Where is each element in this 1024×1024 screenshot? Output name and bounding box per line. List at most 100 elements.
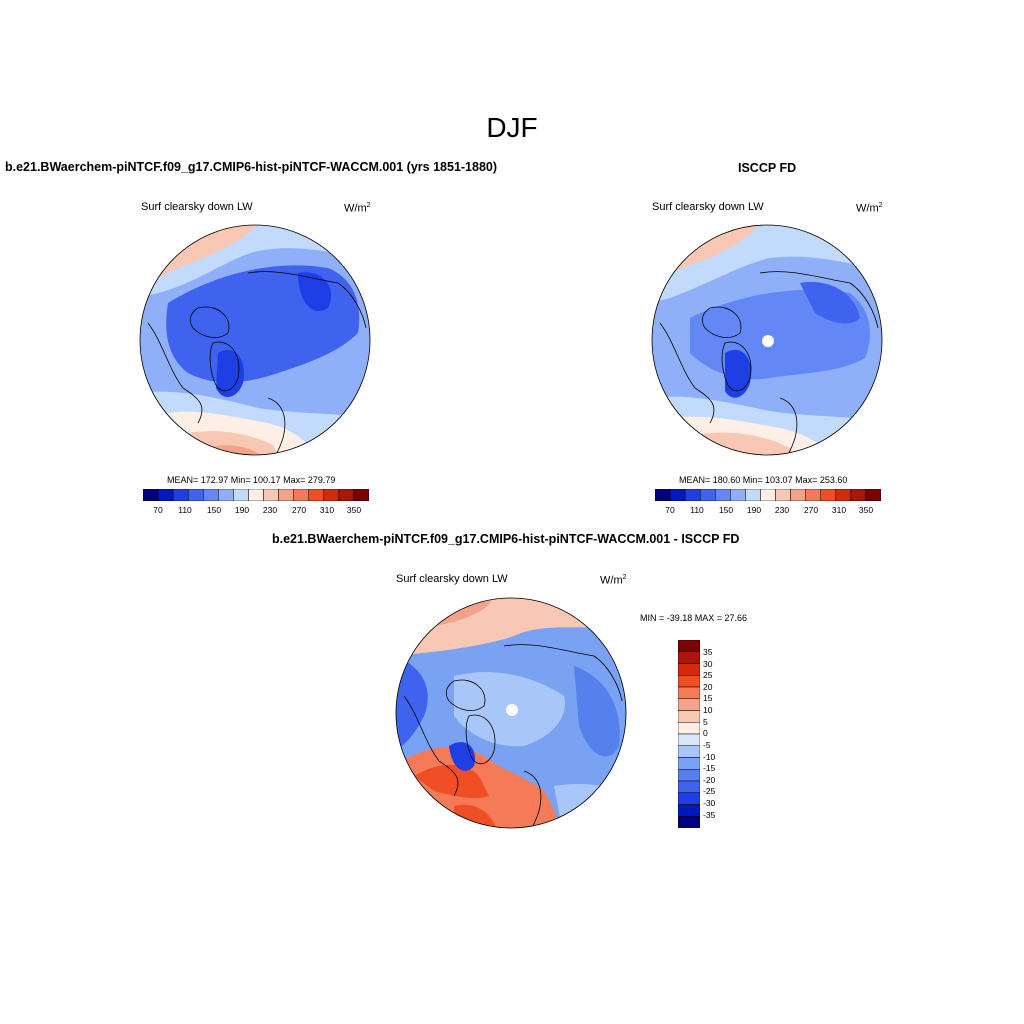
diff-colorbar-cell xyxy=(678,733,700,746)
model-colorbar-cell xyxy=(353,489,369,501)
model-units-exp: 2 xyxy=(366,202,371,209)
obs-colorbar-cell xyxy=(760,489,776,501)
diff-units-text: W/m xyxy=(600,574,623,587)
obs-pole-missing xyxy=(762,335,774,347)
diff-colorbar-cell xyxy=(678,640,700,652)
obs-colorbar xyxy=(655,489,881,501)
obs-field-siberia-cold xyxy=(800,282,860,324)
obs-colorbar-cell xyxy=(715,489,731,501)
diff-map-boundary xyxy=(395,597,627,829)
diff-colorbar-cell xyxy=(678,698,700,711)
model-colorbar-cell xyxy=(187,489,204,501)
model-colorbar-cell xyxy=(143,489,159,501)
obs-coastline-eurasia xyxy=(759,271,879,329)
model-map-boundary xyxy=(139,224,371,456)
model-coastline-america xyxy=(147,322,203,424)
model-coastline-eurasia xyxy=(247,271,367,329)
obs-units-text: W/m xyxy=(856,202,879,215)
diff-cb-tick: -5 xyxy=(703,740,711,750)
diff-colorbar-cell xyxy=(678,686,700,699)
diff-coastline-america xyxy=(403,695,459,797)
obs-colorbar-cell xyxy=(669,489,686,501)
diff-polar-map xyxy=(395,597,627,829)
diff-colorbar-cell xyxy=(678,780,700,793)
obs-field-greenland-cold xyxy=(725,349,752,398)
obs-coastline-scandinavia xyxy=(779,397,798,455)
diff-panel-title: b.e21.BWaerchem-piNTCF.f09_g17.CMIP6-his… xyxy=(272,532,740,546)
diff-cb-tick: 20 xyxy=(703,682,713,692)
obs-panel-title: ISCCP FD xyxy=(738,161,797,175)
obs-map-boundary xyxy=(651,224,883,456)
model-colorbar-cell xyxy=(157,489,174,501)
diff-cb-tick: -10 xyxy=(703,752,716,762)
model-cb-tick: 110 xyxy=(178,505,192,515)
model-colorbar-cell xyxy=(233,489,249,501)
obs-colorbar-cell xyxy=(699,489,716,501)
model-colorbar-cell xyxy=(218,489,234,501)
diff-cb-tick: -30 xyxy=(703,798,716,808)
obs-cb-tick: 150 xyxy=(718,505,734,515)
diff-cb-tick: 15 xyxy=(703,693,713,703)
diff-colorbar-cell xyxy=(678,804,700,817)
model-stats: MEAN= 172.97 Min= 100.17 Max= 279.79 xyxy=(167,475,336,485)
diff-colorbar-cell xyxy=(678,651,700,664)
model-colorbar-cell xyxy=(203,489,219,501)
model-cb-tick: 150 xyxy=(206,505,222,515)
diff-colorbar-cell xyxy=(678,816,700,828)
obs-units-exp: 2 xyxy=(878,202,883,209)
diff-colorbar-cell xyxy=(678,675,700,688)
diff-colorbar-cell xyxy=(678,710,700,723)
obs-colorbar-cell xyxy=(805,489,821,501)
obs-cb-tick: 310 xyxy=(831,505,847,515)
diff-colorbar-cell xyxy=(678,792,700,805)
obs-colorbar-cell xyxy=(790,489,806,501)
obs-cb-tick: 70 xyxy=(665,505,675,515)
model-coastline-scandinavia xyxy=(267,397,286,455)
obs-colorbar-cell xyxy=(865,489,881,501)
model-units-label: W/m2 xyxy=(344,202,371,215)
diff-cb-tick: -25 xyxy=(703,786,716,796)
diff-cb-tick: -20 xyxy=(703,775,716,785)
model-coastline-archipelago xyxy=(189,306,230,338)
obs-colorbar-cell xyxy=(655,489,671,501)
diff-coastline-archipelago xyxy=(445,679,486,711)
model-colorbar-cell xyxy=(293,489,309,501)
diff-variable-label: Surf clearsky down LW xyxy=(396,573,508,585)
obs-units-label: W/m2 xyxy=(856,202,883,215)
model-field-lower-hot xyxy=(208,445,273,455)
model-variable-label: Surf clearsky down LW xyxy=(141,201,253,213)
diff-field-east-cold xyxy=(574,666,620,757)
diff-units-exp: 2 xyxy=(622,574,627,581)
obs-colorbar-cell xyxy=(850,489,867,501)
model-cb-tick: 350 xyxy=(346,505,362,515)
model-colorbar-cell xyxy=(248,489,264,501)
diff-cb-tick: 35 xyxy=(703,647,713,657)
obs-cb-tick: 230 xyxy=(774,505,790,515)
model-cb-tick: 270 xyxy=(291,505,307,515)
model-field-greenland-cold xyxy=(216,349,244,398)
model-cb-tick: 190 xyxy=(234,505,250,515)
diff-field-lower-east xyxy=(554,784,626,828)
model-polar-map xyxy=(139,224,371,456)
obs-coastline-archipelago xyxy=(701,306,742,338)
model-colorbar-cell xyxy=(278,489,294,501)
obs-coastline-america xyxy=(659,322,715,424)
model-colorbar-cell xyxy=(172,489,189,501)
model-coastline-greenland xyxy=(209,341,240,392)
model-colorbar-cell xyxy=(308,489,325,501)
model-colorbar-ticks: 70 110 150 190 230 270 310 350 xyxy=(143,505,369,517)
diff-cb-tick: 30 xyxy=(703,659,713,669)
diff-colorbar-cell xyxy=(678,757,700,770)
diff-field-lower-hot xyxy=(414,764,489,799)
diff-pole-missing xyxy=(506,704,518,716)
diff-field-west-cold xyxy=(396,656,428,751)
model-colorbar-cell xyxy=(263,489,279,501)
season-title: DJF xyxy=(486,112,538,143)
obs-colorbar-cell xyxy=(745,489,761,501)
diff-cb-tick: 0 xyxy=(703,728,708,738)
model-units-text: W/m xyxy=(344,202,367,215)
diff-field-lower-hot2 xyxy=(454,804,499,828)
diff-colorbar-cell xyxy=(678,769,700,782)
diff-cb-tick: -35 xyxy=(703,810,716,820)
diff-colorbar xyxy=(678,640,700,828)
